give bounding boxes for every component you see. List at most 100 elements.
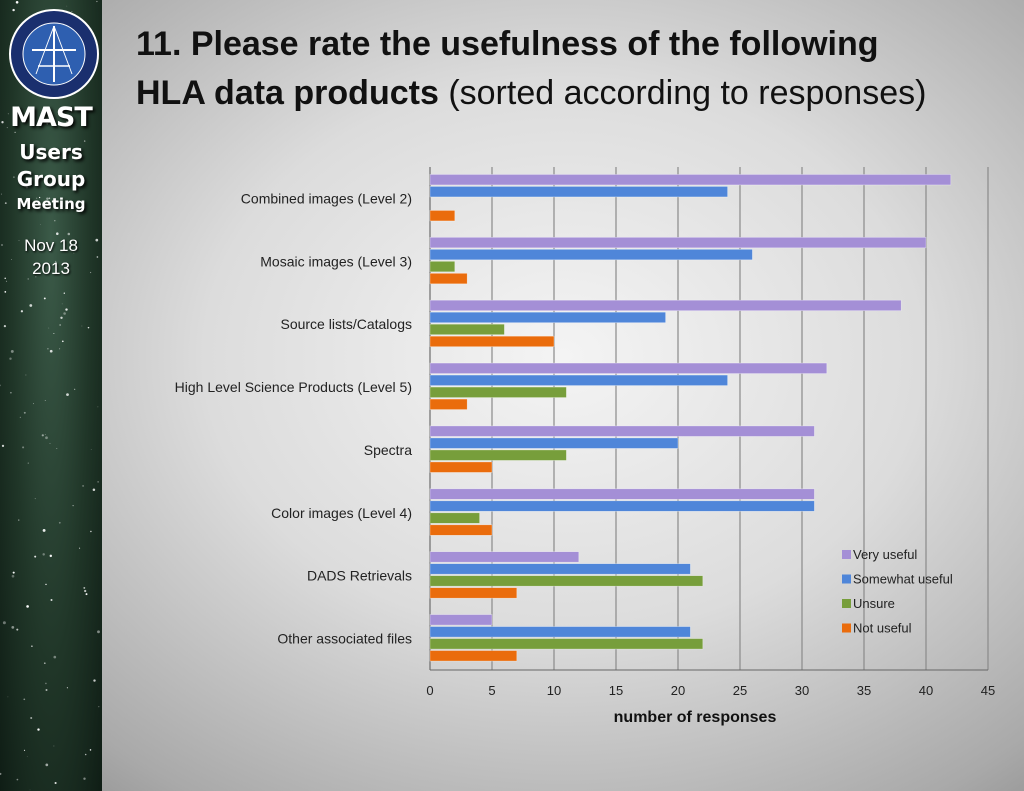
sidebar-title-users: Users [19,140,83,164]
bar-somewhat-useful [429,374,728,386]
star-dot [20,310,24,313]
star-dot [84,589,87,593]
star-dot [7,113,9,115]
star-dot [59,348,61,350]
star-dot [26,756,28,757]
star-dot [67,232,71,236]
mast-logo-icon [9,9,99,99]
star-dot [1,444,5,448]
star-dot [58,521,61,524]
star-dot [4,277,6,280]
star-dot [60,316,63,320]
legend-swatch [842,550,851,559]
star-dot [48,197,51,200]
star-dot [23,698,26,701]
star-dot [95,238,99,242]
star-dot [34,555,37,558]
star-dot [82,484,85,487]
star-dot [3,324,7,328]
star-dot [42,553,45,556]
bar-somewhat-useful [429,186,728,198]
bar-very-useful [429,425,815,437]
star-dot [44,400,46,401]
star-dot [42,528,46,532]
star-dot [65,308,68,311]
legend-label: Not useful [853,621,912,636]
star-dot [47,347,49,350]
bar-very-useful [429,174,952,186]
sidebar-date-month-day: Nov 18 [24,236,78,255]
star-dot [96,256,99,258]
category-label: Combined images (Level 2) [241,190,412,206]
star-dot [45,763,49,767]
star-dot [49,554,53,558]
star-dot [63,114,66,118]
star-dot [63,312,66,315]
sidebar-title-mast: MAST [10,102,93,133]
slide-title-line2-bold: HLA data products [136,74,439,112]
star-dot [0,193,2,195]
star-dot [2,621,6,625]
star-dot [79,547,81,549]
category-label: Color images (Level 4) [271,505,412,521]
star-dot [23,749,26,751]
x-tick-label: 20 [671,683,685,698]
category-label: Source lists/Catalogs [280,316,412,332]
bar-somewhat-useful [429,563,691,575]
star-dot [48,327,50,329]
star-dot [37,728,40,731]
bar-not-useful [429,524,493,536]
star-dot [23,411,26,414]
bar-very-useful [429,237,927,249]
star-dot [72,504,74,507]
star-dot [6,127,8,129]
star-dot [34,498,36,500]
star-dot [66,120,69,124]
x-tick-label: 40 [919,683,933,698]
legend-swatch [842,599,851,608]
star-dot [33,403,34,405]
star-dot [18,519,20,521]
star-dot [90,271,92,274]
bar-somewhat-useful [429,626,691,638]
star-dot [43,662,46,665]
star-dot [53,333,55,334]
star-dot [45,689,48,691]
bar-somewhat-useful [429,311,666,323]
star-dot [12,8,15,12]
bar-somewhat-useful [429,500,815,512]
x-tick-label: 25 [733,683,747,698]
star-dot [66,687,68,689]
x-tick-label: 0 [426,683,433,698]
star-dot [59,324,61,326]
legend-swatch [842,574,851,584]
star-dot [85,593,88,596]
star-dot [96,0,98,3]
x-tick-label: 45 [981,683,995,698]
star-dot [46,197,49,201]
star-dot [0,772,2,775]
x-tick-label: 10 [547,683,561,698]
x-tick-label: 15 [609,683,623,698]
star-dot [71,11,73,13]
bar-somewhat-useful [429,249,753,261]
star-dot [93,679,96,682]
star-dot [5,280,8,282]
star-dot [83,777,86,780]
star-dot [0,243,4,247]
star-dot [11,626,15,629]
star-dot [49,443,51,445]
bar-unsure [429,575,704,587]
star-dot [19,416,22,419]
star-dot [14,131,16,134]
category-label: Spectra [364,442,412,458]
star-dot [18,240,20,241]
bar-not-useful [429,335,555,347]
star-dot [36,197,38,199]
star-dot [41,434,44,437]
slide-title-line1: 11. Please rate the usefulness of the fo… [136,25,879,63]
bar-not-useful [429,587,518,599]
star-dot [11,259,12,260]
bar-unsure [429,386,567,398]
